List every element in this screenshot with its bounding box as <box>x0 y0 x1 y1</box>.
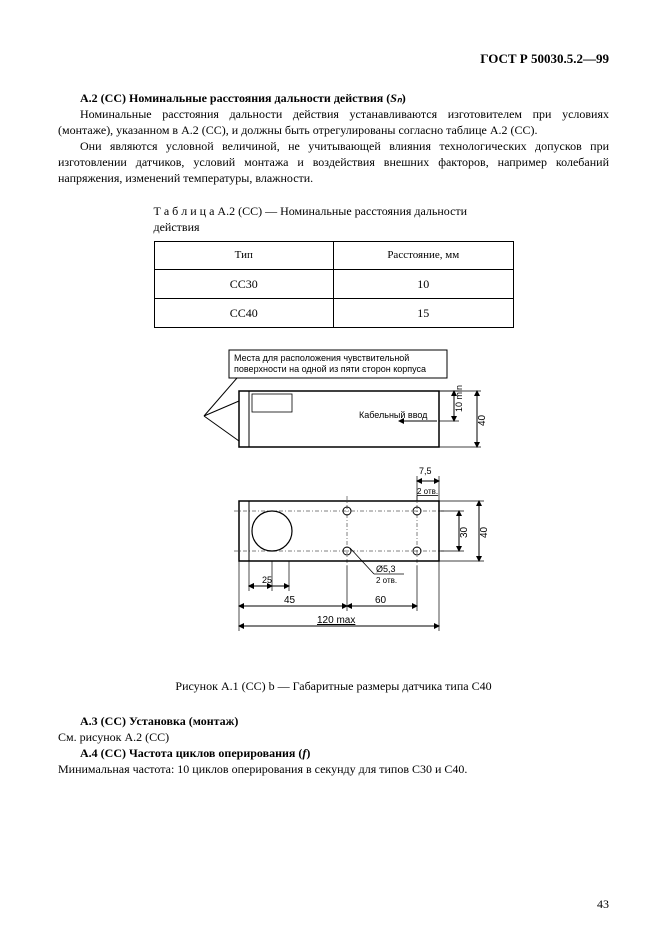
bottom-view: 7,5 2 отв. 30 40 Ø5,3 2 отв. <box>234 466 490 631</box>
dim-60: 60 <box>375 595 387 606</box>
col-dist: Расстояние, мм <box>334 242 514 270</box>
standard-header: ГОСТ Р 50030.5.2—99 <box>58 50 609 68</box>
dim-40-bot: 40 <box>479 527 490 539</box>
page-container: ГОСТ Р 50030.5.2—99 А.2 (СС) Номинальные… <box>0 0 661 807</box>
a2-title-symbol: Sₙ <box>390 91 401 105</box>
dim-2holes: 2 отв. <box>417 487 438 496</box>
dim-2holes2: 2 отв. <box>376 576 397 585</box>
dim-d53: Ø5,3 <box>376 564 396 574</box>
dim-7-5: 7,5 <box>419 466 432 476</box>
section-a3: А.3 (СС) Установка (монтаж) См. рисунок … <box>58 713 609 778</box>
annot-line2: поверхности на одной из пяти сторон корп… <box>234 364 426 374</box>
figure-a1: Места для расположения чувствительной по… <box>58 346 609 670</box>
table-header-row: Тип Расстояние, мм <box>154 242 513 270</box>
dim-40-top: 40 <box>477 415 488 427</box>
figure-caption: Рисунок А.1 (СС) b — Габаритные размеры … <box>58 678 609 694</box>
dim-10min: 10 min <box>454 385 464 412</box>
col-type: Тип <box>154 242 334 270</box>
a2-para2: Они являются условной величиной, не учит… <box>58 138 609 187</box>
table-a2: Тип Расстояние, мм СС30 10 СС40 15 <box>154 241 514 328</box>
section-a2-title-line: А.2 (СС) Номинальные расстояния дальност… <box>58 90 609 106</box>
cell-dist: 10 <box>334 269 514 298</box>
cell-type: СС40 <box>154 299 334 328</box>
table-a2-caption: Т а б л и ц а А.2 (СС) — Номинальные рас… <box>154 203 514 235</box>
a2-para1: Номинальные расстояния дальности действи… <box>58 106 609 138</box>
a2-title-suffix: ) <box>402 91 406 105</box>
dim-120: 120 max <box>317 615 355 626</box>
cell-dist: 15 <box>334 299 514 328</box>
a4-title-prefix: А.4 (СС) Частота циклов оперирования ( <box>80 746 302 760</box>
a2-title-prefix: А.2 (СС) Номинальные расстояния дальност… <box>80 91 390 105</box>
a3-title: А.3 (СС) Установка (монтаж) <box>58 713 609 729</box>
a4-title-line: А.4 (СС) Частота циклов оперирования (f) <box>58 745 609 761</box>
cell-type: СС30 <box>154 269 334 298</box>
page-number: 43 <box>597 897 609 912</box>
table-row: СС40 15 <box>154 299 513 328</box>
annot-line1: Места для расположения чувствительной <box>234 353 409 363</box>
technical-drawing-svg: Места для расположения чувствительной по… <box>119 346 549 666</box>
dim-25: 25 <box>262 575 272 585</box>
top-view: Кабельный ввод 10 min 40 <box>239 385 488 447</box>
dim-30: 30 <box>459 527 470 539</box>
dim-45: 45 <box>284 595 296 606</box>
a3-text: См. рисунок А.2 (СС) <box>58 729 609 745</box>
cable-label: Кабельный ввод <box>359 410 428 420</box>
caption-word: Т а б л и ц а <box>154 204 215 218</box>
a4-text: Минимальная частота: 10 циклов оперирова… <box>58 761 609 777</box>
a4-title-suffix: ) <box>306 746 310 760</box>
table-row: СС30 10 <box>154 269 513 298</box>
